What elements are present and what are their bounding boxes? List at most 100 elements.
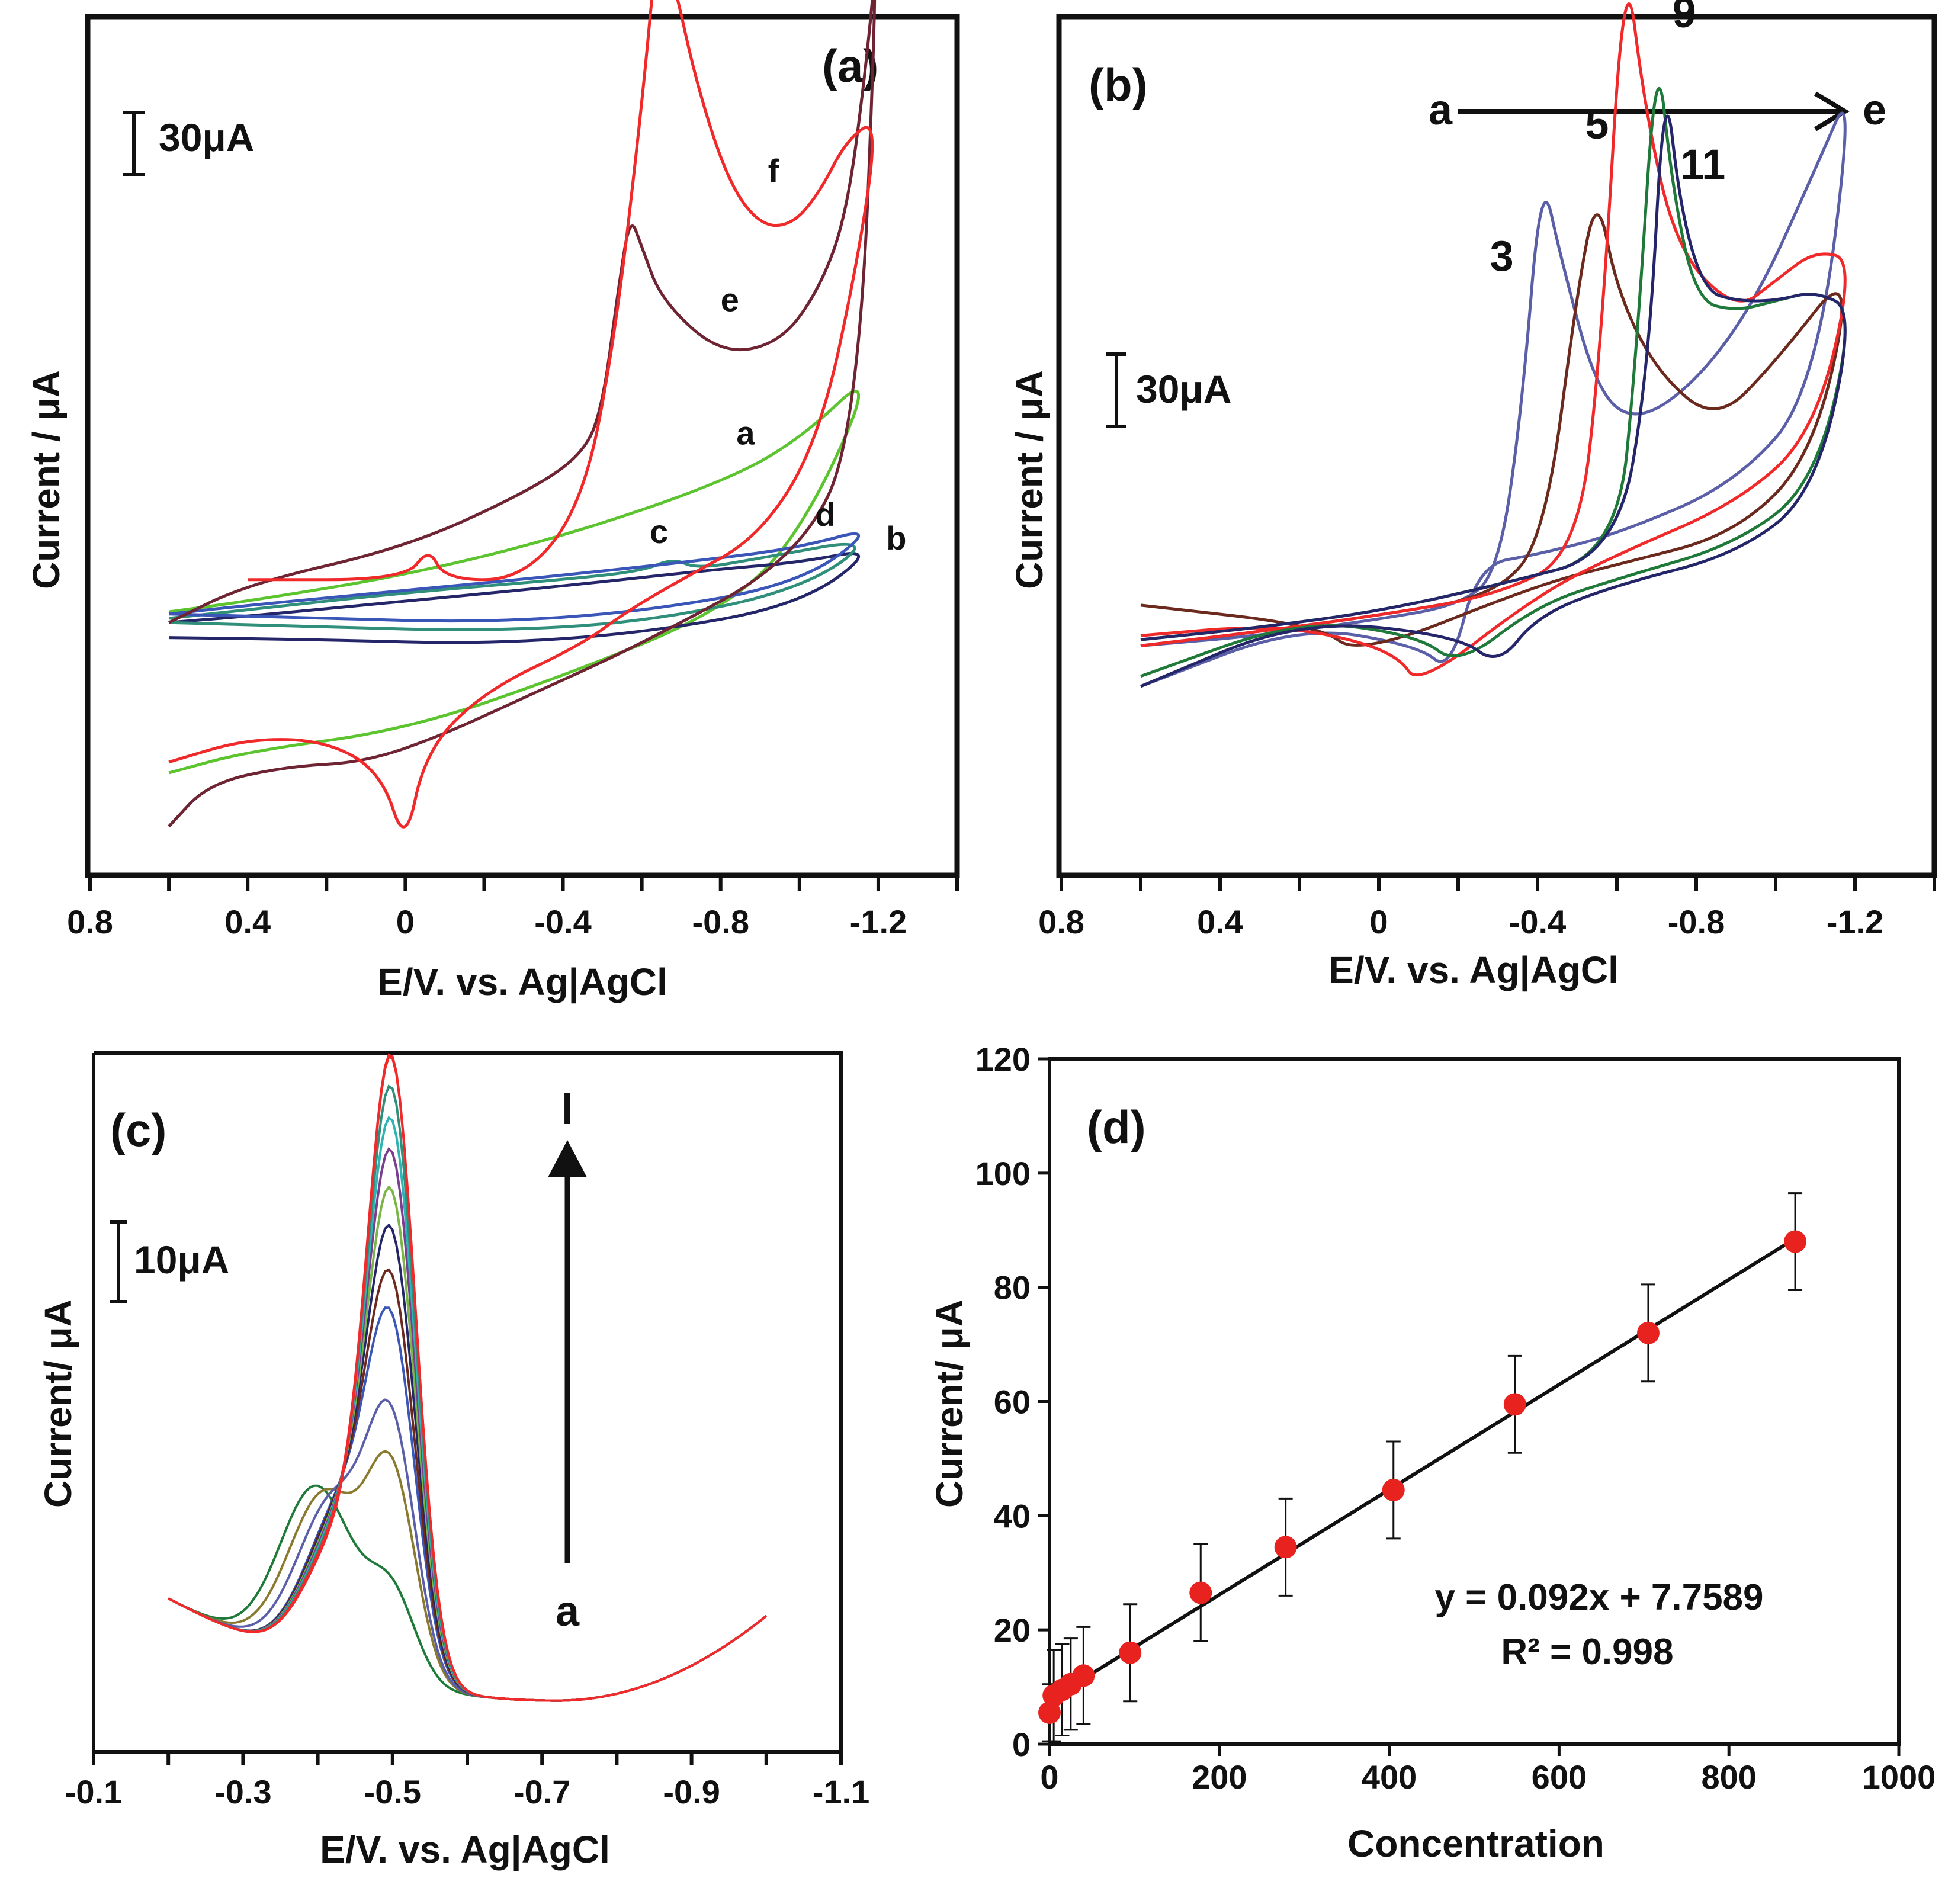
panel-b-x-axis: 0.8 0.4 0 -0.4 -0.8 -1.2 (1038, 875, 1936, 940)
curve-label-3: 3 (1490, 233, 1514, 280)
dpv-curve (168, 1147, 768, 1702)
panel-b-frame (1056, 14, 1937, 878)
x-tick-label: 0.4 (224, 903, 271, 940)
x-tick-label: -0.8 (692, 903, 749, 940)
x-tick-label: -0.8 (1668, 903, 1725, 940)
panel-b-arrow-start: a (1429, 86, 1453, 134)
panel-a: (a) 30μA 0.8 0.4 0 -0.4 -0.8 -1.2 a b c d e f E/V.… (25, 0, 960, 1004)
dpv-curve (168, 1053, 768, 1702)
panel-d-x-title: Concentration (1347, 1822, 1604, 1865)
data-point (1072, 1664, 1095, 1687)
fit-line (1048, 1237, 1796, 1701)
x-tick-label: -0.5 (364, 1773, 422, 1810)
panel-a-label: (a) (822, 40, 878, 92)
panel-b-scale-bar: 30μA (1106, 352, 1231, 428)
panel-d-plot (1038, 1192, 1807, 1742)
curve-label-9: 9 (1673, 0, 1696, 37)
panel-c-scale-label: 10μA (134, 1238, 229, 1282)
dpv-curve (168, 1450, 768, 1702)
panel-c-arrow-start: a (556, 1588, 580, 1635)
panel-d-frame (1048, 1057, 1901, 1746)
panel-c-y-title: Current/ μA (37, 1299, 79, 1508)
dpv-curve (168, 1484, 768, 1702)
panel-c-arrow-end: l (561, 1086, 573, 1134)
panel-d-r-squared: R² = 0.998 (1501, 1632, 1673, 1672)
panel-a-curve-labels: a b c d e f (650, 152, 906, 557)
data-point (1784, 1230, 1807, 1253)
cv-curve-11 (1140, 114, 1847, 688)
panel-a-scale-bar: 30μA (123, 111, 254, 176)
data-point (1189, 1581, 1212, 1604)
x-tick-label: 0 (1369, 903, 1388, 940)
panel-a-scale-label: 30μA (159, 115, 254, 159)
panel-d-label: (d) (1087, 1101, 1146, 1153)
panel-d: (d) 0 200 400 600 800 1000 0 20 40 60 80 100 120 y =… (928, 1041, 1936, 1865)
panel-b-scale-label: 30μA (1136, 367, 1231, 411)
y-tick-label: 0 (1012, 1726, 1031, 1763)
x-tick-label: 1000 (1862, 1758, 1936, 1796)
dpv-curve (168, 1398, 768, 1702)
y-tick-label: 40 (994, 1497, 1031, 1534)
dpv-curve (168, 1116, 768, 1702)
x-tick-label: 400 (1362, 1758, 1417, 1796)
panel-b: (b) a e 30μA 0.80.40-0.4-0.8-1.2 357911 … (1008, 0, 1937, 992)
cv-curve-b (168, 552, 860, 644)
panel-b-arrow-end: e (1863, 86, 1886, 134)
panel-d-axes: 0 200 400 600 800 1000 0 20 40 60 80 100 120 (975, 1041, 1936, 1796)
panel-c-curves (168, 1053, 768, 1702)
x-tick-label: 600 (1532, 1758, 1587, 1796)
cv-curve-7 (1140, 2, 1847, 677)
panel-b-progress-arrow: a e (1429, 86, 1886, 134)
panel-c-progress-arrow: l a (548, 1086, 587, 1635)
y-tick-label: 100 (975, 1155, 1031, 1192)
data-point (1119, 1641, 1142, 1664)
panel-b-x-title: E/V. vs. Ag|AgCl (1328, 949, 1619, 992)
curve-label-b: b (886, 519, 906, 557)
panel-c-label: (c) (110, 1104, 166, 1156)
data-point (1503, 1393, 1526, 1416)
x-tick-label: 200 (1192, 1758, 1247, 1796)
x-tick-label: -0.4 (1509, 903, 1567, 940)
panel-b-curve-labels: 357911 (1490, 0, 1726, 280)
y-tick-label: 120 (975, 1041, 1031, 1078)
panel-b-label: (b) (1089, 59, 1148, 111)
panel-b-curves (1140, 2, 1847, 688)
dpv-curve (168, 1055, 768, 1702)
y-tick-label: 80 (994, 1269, 1031, 1306)
data-point (1636, 1321, 1660, 1344)
cv-curve-a (168, 390, 861, 775)
x-tick-label: -0.1 (65, 1773, 123, 1810)
panel-c-x-axis: -0.1 -0.3 -0.5 -0.7 -0.9 -1.1 (65, 1752, 870, 1810)
x-tick-label: 0 (1040, 1758, 1058, 1796)
panel-c: (c) 10μA l a -0.1 -0.3 -0.5 -0.7 -0.9 -1.1 E/… (37, 1051, 870, 1871)
panel-c-x-title: E/V. vs. Ag|AgCl (320, 1828, 610, 1871)
curve-label-f: f (768, 152, 779, 190)
cv-curve-d (168, 532, 860, 623)
panel-d-y-title: Current/ μA (928, 1299, 971, 1508)
x-tick-label: -1.1 (813, 1773, 870, 1810)
panel-a-x-axis: 0.8 0.4 0 -0.4 -0.8 -1.2 (67, 875, 959, 940)
dpv-curve (168, 1306, 768, 1702)
cv-curve-c (168, 542, 856, 631)
data-point (1274, 1536, 1297, 1559)
x-tick-label: 0.8 (1038, 903, 1084, 940)
cv-curve-f (168, 0, 874, 829)
panel-b-y-title: Current / μA (1008, 370, 1051, 589)
y-tick-label: 20 (994, 1611, 1031, 1649)
panel-d-equation: y = 0.092x + 7.7589 (1434, 1577, 1763, 1618)
x-tick-label: 800 (1701, 1758, 1756, 1796)
x-tick-label: 0 (396, 903, 415, 940)
curve-label-a: a (736, 414, 755, 451)
dpv-curve (168, 1268, 768, 1702)
dpv-curve (168, 1185, 768, 1702)
panel-a-curves (168, 0, 877, 829)
x-tick-label: -0.7 (513, 1773, 571, 1810)
curve-label-c: c (650, 513, 668, 550)
x-tick-label: -1.2 (850, 903, 907, 940)
curve-label-d: d (815, 496, 835, 533)
x-tick-label: 0.8 (67, 903, 113, 940)
y-tick-label: 60 (994, 1383, 1031, 1421)
curve-label-11: 11 (1680, 142, 1725, 189)
cv-curve-e (168, 0, 877, 828)
